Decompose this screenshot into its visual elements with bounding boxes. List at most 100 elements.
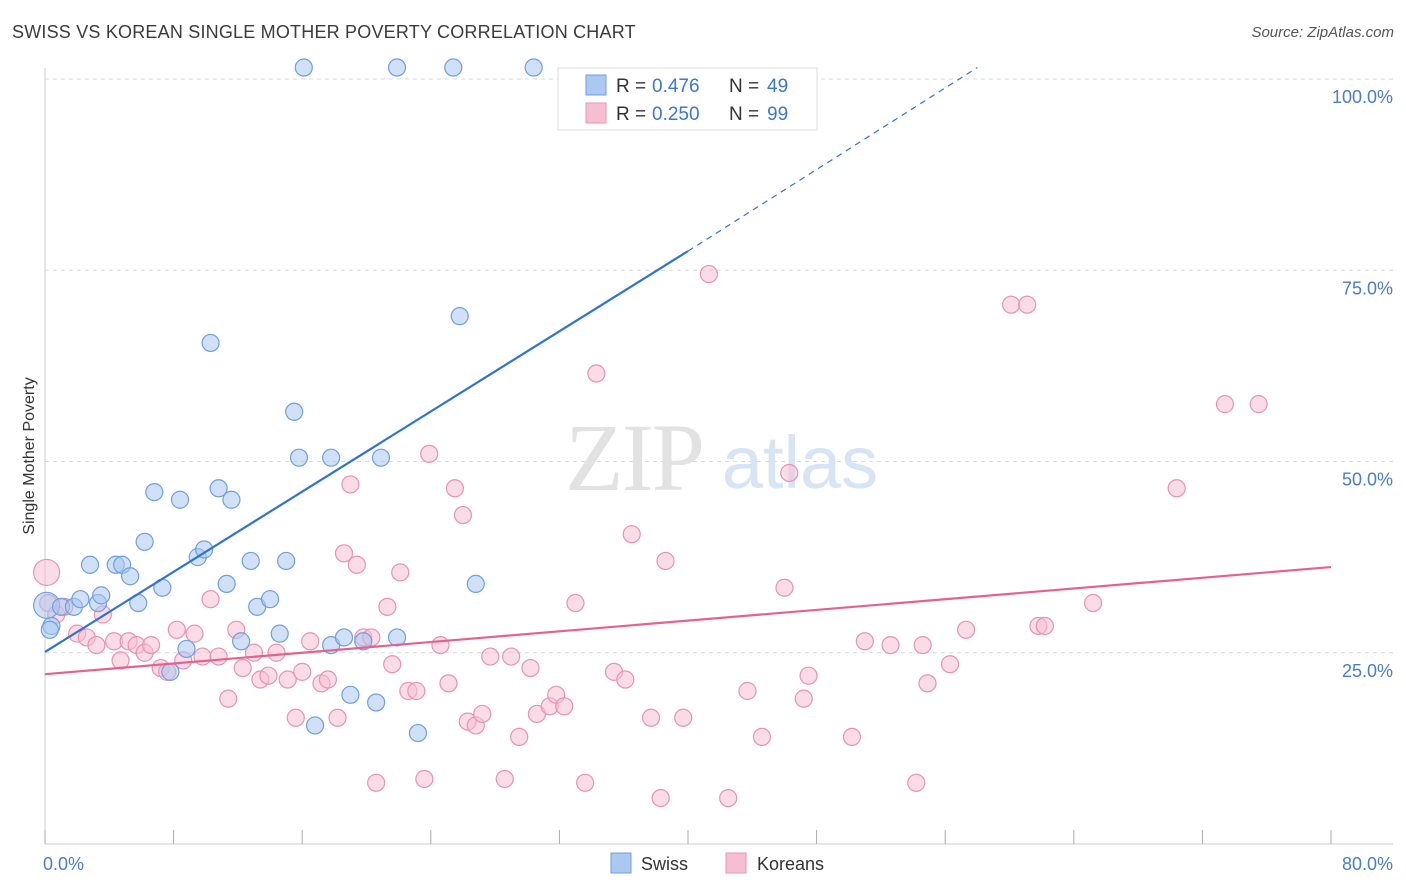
swiss-point [322, 448, 341, 467]
swiss-point [367, 693, 386, 712]
swiss-point [341, 685, 360, 704]
korean-trend-line [44, 565, 1332, 676]
korean-point [407, 681, 426, 701]
korean-point [651, 788, 670, 808]
swiss-point [305, 716, 325, 735]
korean-point [855, 632, 874, 651]
korean-point [1215, 395, 1235, 414]
swiss-r-value: 0.476 [652, 76, 700, 97]
swiss-n-label: N = [729, 76, 759, 97]
korean-point [510, 727, 529, 747]
korean-point [780, 463, 799, 483]
y-tick-label: 50.0% [1342, 470, 1393, 490]
korean-point [842, 727, 862, 747]
swiss-point [71, 590, 90, 609]
swiss-point [80, 555, 100, 574]
korean-points [33, 264, 1268, 808]
swiss-point [524, 58, 543, 77]
swiss-point [285, 402, 304, 421]
korean-point [1249, 395, 1268, 414]
watermark: ZIP atlas [565, 404, 878, 511]
korean-point [141, 635, 161, 655]
korean-point [576, 773, 595, 792]
korean-point [167, 620, 186, 639]
korean-point [502, 647, 521, 666]
korean-point [293, 662, 312, 681]
swiss-series-swatch [610, 852, 632, 874]
chart-title: SWISS VS KOREAN SINGLE MOTHER POVERTY CO… [12, 22, 636, 42]
korean-point [201, 590, 220, 609]
swiss-point [209, 479, 228, 498]
korean-point [1002, 295, 1021, 314]
y-tick-label: 25.0% [1342, 661, 1393, 681]
swiss-point [121, 567, 140, 586]
korean-point [318, 670, 338, 689]
swiss-series-label: Swiss [641, 854, 688, 874]
korean-point [656, 551, 675, 571]
korean-r-value: 0.250 [652, 104, 700, 125]
korean-series-label: Koreans [757, 854, 824, 874]
korean-point [940, 655, 960, 674]
korean-point [719, 788, 738, 808]
swiss-point [466, 574, 485, 594]
swiss-points [33, 58, 543, 743]
korean-point [495, 769, 514, 789]
axes [44, 68, 1393, 845]
korean-point [1035, 616, 1054, 636]
korean-point [341, 475, 360, 494]
swiss-r-label: R = [616, 76, 646, 97]
korean-point [33, 558, 61, 587]
swiss-point [277, 551, 296, 571]
x-tick-label: 0.0% [43, 854, 84, 874]
korean-point [521, 658, 540, 678]
korean-point [347, 555, 366, 574]
korean-n-label: N = [729, 104, 759, 125]
swiss-point [354, 632, 373, 651]
korean-point [481, 647, 500, 666]
swiss-point [135, 532, 154, 551]
swiss-point [294, 58, 313, 77]
korean-r-label: R = [616, 104, 646, 125]
swiss-point [232, 632, 251, 651]
source-credit: Source: ZipAtlas.com [1251, 24, 1394, 41]
korean-legend-swatch [585, 102, 607, 124]
korean-point [1083, 593, 1103, 613]
korean-point [259, 666, 278, 685]
swiss-trend-extension [687, 67, 978, 252]
korean-point [219, 689, 238, 708]
korean-point [383, 655, 402, 674]
y-tick-label: 100.0% [1332, 87, 1393, 107]
swiss-point [270, 624, 289, 643]
korean-point [209, 647, 228, 666]
swiss-point [241, 551, 260, 571]
korean-point [278, 670, 297, 689]
korean-point [439, 674, 458, 693]
korean-point [881, 635, 900, 655]
swiss-n-value: 49 [767, 76, 788, 97]
korean-point [415, 769, 434, 789]
korean-point [445, 479, 465, 498]
swiss-point [387, 58, 407, 77]
korean-point [752, 727, 772, 747]
korean-point [913, 635, 932, 655]
swiss-point [450, 307, 469, 326]
korean-point [616, 670, 635, 689]
swiss-point [217, 574, 236, 594]
korean-point [185, 624, 204, 643]
korean-point [420, 444, 439, 463]
swiss-point [145, 483, 164, 502]
korean-point [378, 597, 397, 616]
korean-point [918, 674, 937, 693]
korean-point [334, 544, 354, 563]
korean-point [956, 620, 976, 639]
korean-point [473, 704, 492, 724]
swiss-point [177, 639, 196, 659]
korean-n-value: 99 [767, 104, 788, 125]
swiss-point [195, 540, 214, 559]
korean-point [738, 681, 757, 701]
x-tick-label: 80.0% [1342, 854, 1393, 874]
swiss-point [408, 723, 428, 743]
swiss-legend-swatch [585, 74, 607, 96]
korean-point [641, 708, 661, 727]
